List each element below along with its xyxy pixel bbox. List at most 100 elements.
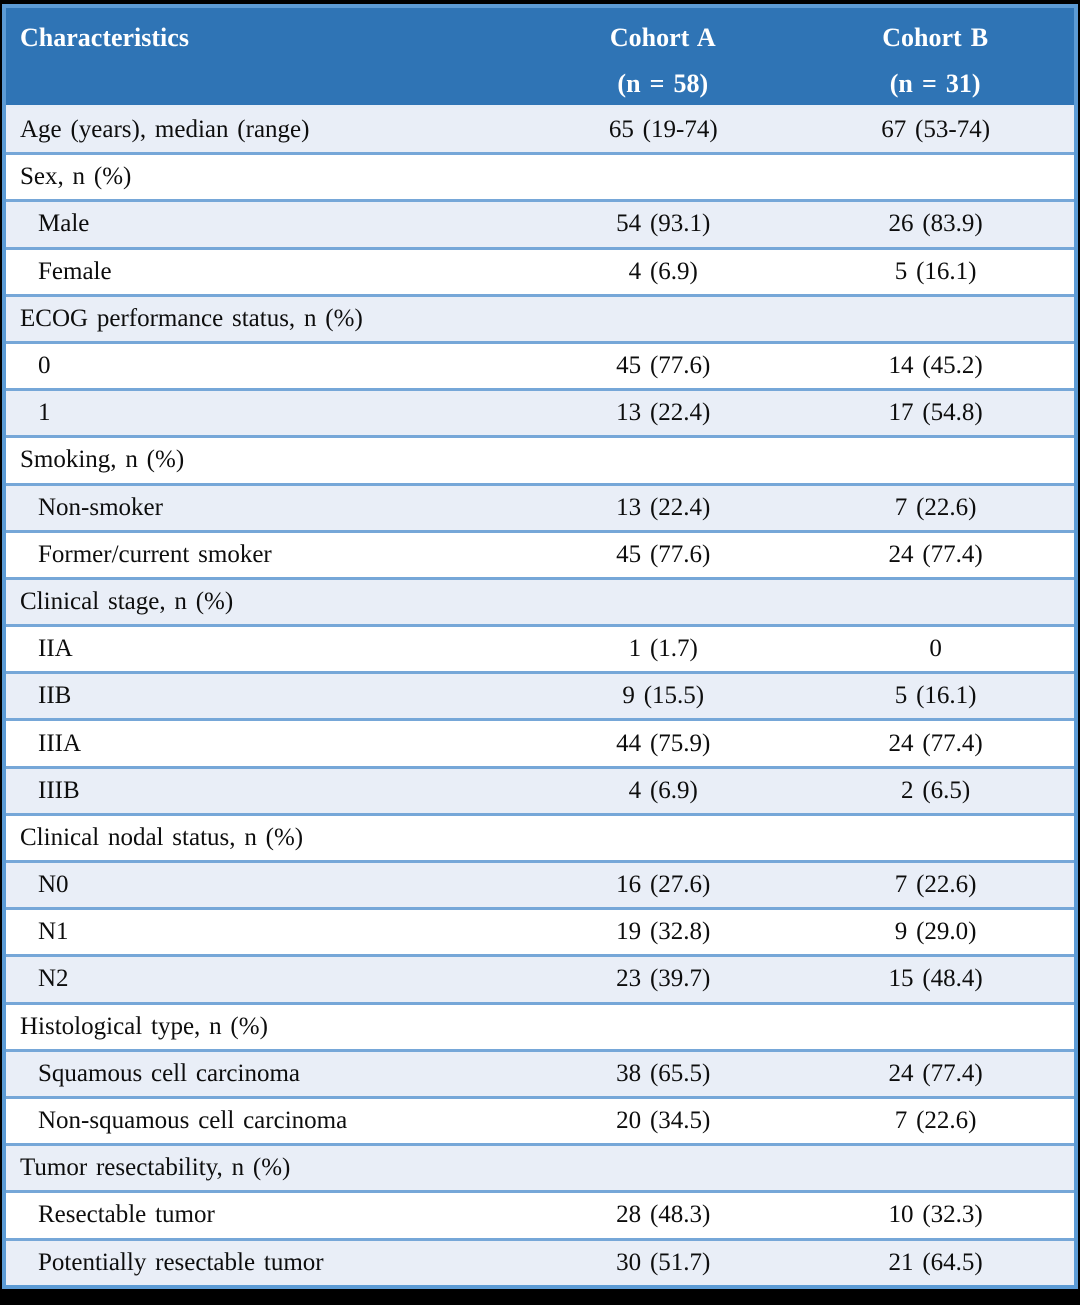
cohort-a-value: 4 (6.9) — [529, 767, 798, 816]
cohort-b-value: 67 (53-74) — [797, 106, 1076, 156]
table-frame: Characteristics Cohort A (n = 58) Cohort… — [2, 4, 1078, 1289]
table-row: Histological type, n (%) — [4, 1003, 1076, 1052]
characteristic-label: N2 — [4, 955, 530, 1005]
cohort-a-value: 38 (65.5) — [529, 1050, 798, 1099]
table-row: 1 13 (22.4) 17 (54.8) — [4, 389, 1076, 439]
column-header-characteristics: Characteristics — [4, 6, 530, 108]
cohort-b-value: 17 (54.8) — [797, 389, 1076, 439]
cohort-b-value: 14 (45.2) — [797, 342, 1076, 392]
characteristic-label: 0 — [4, 342, 530, 392]
cohort-a-n: (n = 58) — [617, 69, 709, 98]
cohort-a-value: 23 (39.7) — [529, 955, 798, 1005]
cohort-b-value: 24 (77.4) — [797, 719, 1076, 769]
cohort-a-value: 4 (6.9) — [529, 248, 798, 297]
header-row: Characteristics Cohort A (n = 58) Cohort… — [4, 6, 1076, 108]
characteristic-label: Clinical nodal status, n (%) — [4, 814, 530, 864]
cohort-b-value: 15 (48.4) — [797, 955, 1076, 1005]
table-row: IIB 9 (15.5) 5 (16.1) — [4, 672, 1076, 722]
cohort-b-value — [797, 436, 1076, 486]
cohort-a-name: Cohort A — [609, 23, 716, 52]
cohort-b-value — [797, 578, 1076, 628]
characteristic-label: Female — [4, 248, 530, 297]
characteristic-label: IIB — [4, 672, 530, 722]
table-row: Non-squamous cell carcinoma 20 (34.5) 7 (2… — [4, 1097, 1076, 1147]
cohort-a-value: 9 (15.5) — [529, 672, 798, 722]
characteristic-label: Age (years), median (range) — [4, 106, 530, 156]
cohort-b-value: 24 (77.4) — [797, 531, 1076, 580]
table-row: Female 4 (6.9) 5 (16.1) — [4, 248, 1076, 297]
table-body: Age (years), median (range) 65 (19-74) 67 … — [4, 106, 1076, 1287]
table-row: Resectable tumor 28 (48.3) 10 (32.3) — [4, 1191, 1076, 1241]
cohort-a-value: 30 (51.7) — [529, 1239, 798, 1287]
table-row: Smoking, n (%) — [4, 436, 1076, 486]
cohort-a-value — [529, 436, 798, 486]
table-header: Characteristics Cohort A (n = 58) Cohort… — [4, 6, 1076, 108]
cohort-b-value — [797, 1003, 1076, 1052]
table-row: N1 19 (32.8) 9 (29.0) — [4, 908, 1076, 958]
cohort-a-value: 1 (1.7) — [529, 625, 798, 675]
cohort-b-value — [797, 1144, 1076, 1194]
characteristic-label: Clinical stage, n (%) — [4, 578, 530, 628]
cohort-b-value — [797, 295, 1076, 344]
cohort-b-value — [797, 814, 1076, 864]
characteristic-label: Smoking, n (%) — [4, 436, 530, 486]
characteristic-label: Resectable tumor — [4, 1191, 530, 1241]
table-row: Clinical nodal status, n (%) — [4, 814, 1076, 864]
characteristic-label: Former/current smoker — [4, 531, 530, 580]
characteristic-label: Non-squamous cell carcinoma — [4, 1097, 530, 1147]
table-row: Tumor resectability, n (%) — [4, 1144, 1076, 1194]
table-row: Male 54 (93.1) 26 (83.9) — [4, 200, 1076, 250]
table-row: Former/current smoker 45 (77.6) 24 (77.4) — [4, 531, 1076, 580]
characteristic-label: ECOG performance status, n (%) — [4, 295, 530, 344]
cohort-b-name: Cohort B — [882, 23, 989, 52]
characteristic-label: IIIA — [4, 719, 530, 769]
cohort-b-value: 5 (16.1) — [797, 248, 1076, 297]
cohort-a-value: 13 (22.4) — [529, 484, 798, 533]
table-row: N0 16 (27.6) 7 (22.6) — [4, 861, 1076, 911]
table-row: Potentially resectable tumor 30 (51.7) 21 … — [4, 1239, 1076, 1287]
cohort-b-value: 5 (16.1) — [797, 672, 1076, 722]
table-row: Sex, n (%) — [4, 153, 1076, 203]
cohort-a-value: 45 (77.6) — [529, 342, 798, 392]
column-header-cohort-b: Cohort B (n = 31) — [797, 6, 1076, 108]
characteristics-label: Characteristics — [20, 23, 189, 52]
characteristic-label: IIA — [4, 625, 530, 675]
cohort-a-value — [529, 578, 798, 628]
cohort-a-value — [529, 1144, 798, 1194]
characteristic-label: N1 — [4, 908, 530, 958]
characteristic-label: Histological type, n (%) — [4, 1003, 530, 1052]
cohort-b-value: 7 (22.6) — [797, 484, 1076, 533]
cohort-a-value: 16 (27.6) — [529, 861, 798, 911]
cohort-a-value: 44 (75.9) — [529, 719, 798, 769]
characteristic-label: Non-smoker — [4, 484, 530, 533]
characteristic-label: Squamous cell carcinoma — [4, 1050, 530, 1099]
cohort-b-value: 0 — [797, 625, 1076, 675]
table-row: ECOG performance status, n (%) — [4, 295, 1076, 344]
cohort-b-n: (n = 31) — [889, 69, 981, 98]
cohort-b-value: 9 (29.0) — [797, 908, 1076, 958]
cohort-a-value: 45 (77.6) — [529, 531, 798, 580]
cohort-a-value: 28 (48.3) — [529, 1191, 798, 1241]
characteristic-label: IIIB — [4, 767, 530, 816]
table-row: Age (years), median (range) 65 (19-74) 67 … — [4, 106, 1076, 156]
cohort-a-value: 20 (34.5) — [529, 1097, 798, 1147]
cohort-b-value: 26 (83.9) — [797, 200, 1076, 250]
column-header-cohort-a: Cohort A (n = 58) — [529, 6, 798, 108]
cohort-a-value: 19 (32.8) — [529, 908, 798, 958]
characteristic-label: 1 — [4, 389, 530, 439]
cohort-b-value: 7 (22.6) — [797, 1097, 1076, 1147]
table-row: Non-smoker 13 (22.4) 7 (22.6) — [4, 484, 1076, 533]
table-row: 0 45 (77.6) 14 (45.2) — [4, 342, 1076, 392]
cohort-a-value: 65 (19-74) — [529, 106, 798, 156]
table-row: Squamous cell carcinoma 38 (65.5) 24 (77.4… — [4, 1050, 1076, 1099]
baseline-characteristics-table: Characteristics Cohort A (n = 58) Cohort… — [2, 4, 1078, 1289]
cohort-a-value — [529, 153, 798, 203]
table-row: IIIA 44 (75.9) 24 (77.4) — [4, 719, 1076, 769]
cohort-a-value: 13 (22.4) — [529, 389, 798, 439]
characteristic-label: Tumor resectability, n (%) — [4, 1144, 530, 1194]
table-row: Clinical stage, n (%) — [4, 578, 1076, 628]
cohort-b-value: 10 (32.3) — [797, 1191, 1076, 1241]
characteristic-label: N0 — [4, 861, 530, 911]
cohort-b-value — [797, 153, 1076, 203]
cohort-b-value: 21 (64.5) — [797, 1239, 1076, 1287]
